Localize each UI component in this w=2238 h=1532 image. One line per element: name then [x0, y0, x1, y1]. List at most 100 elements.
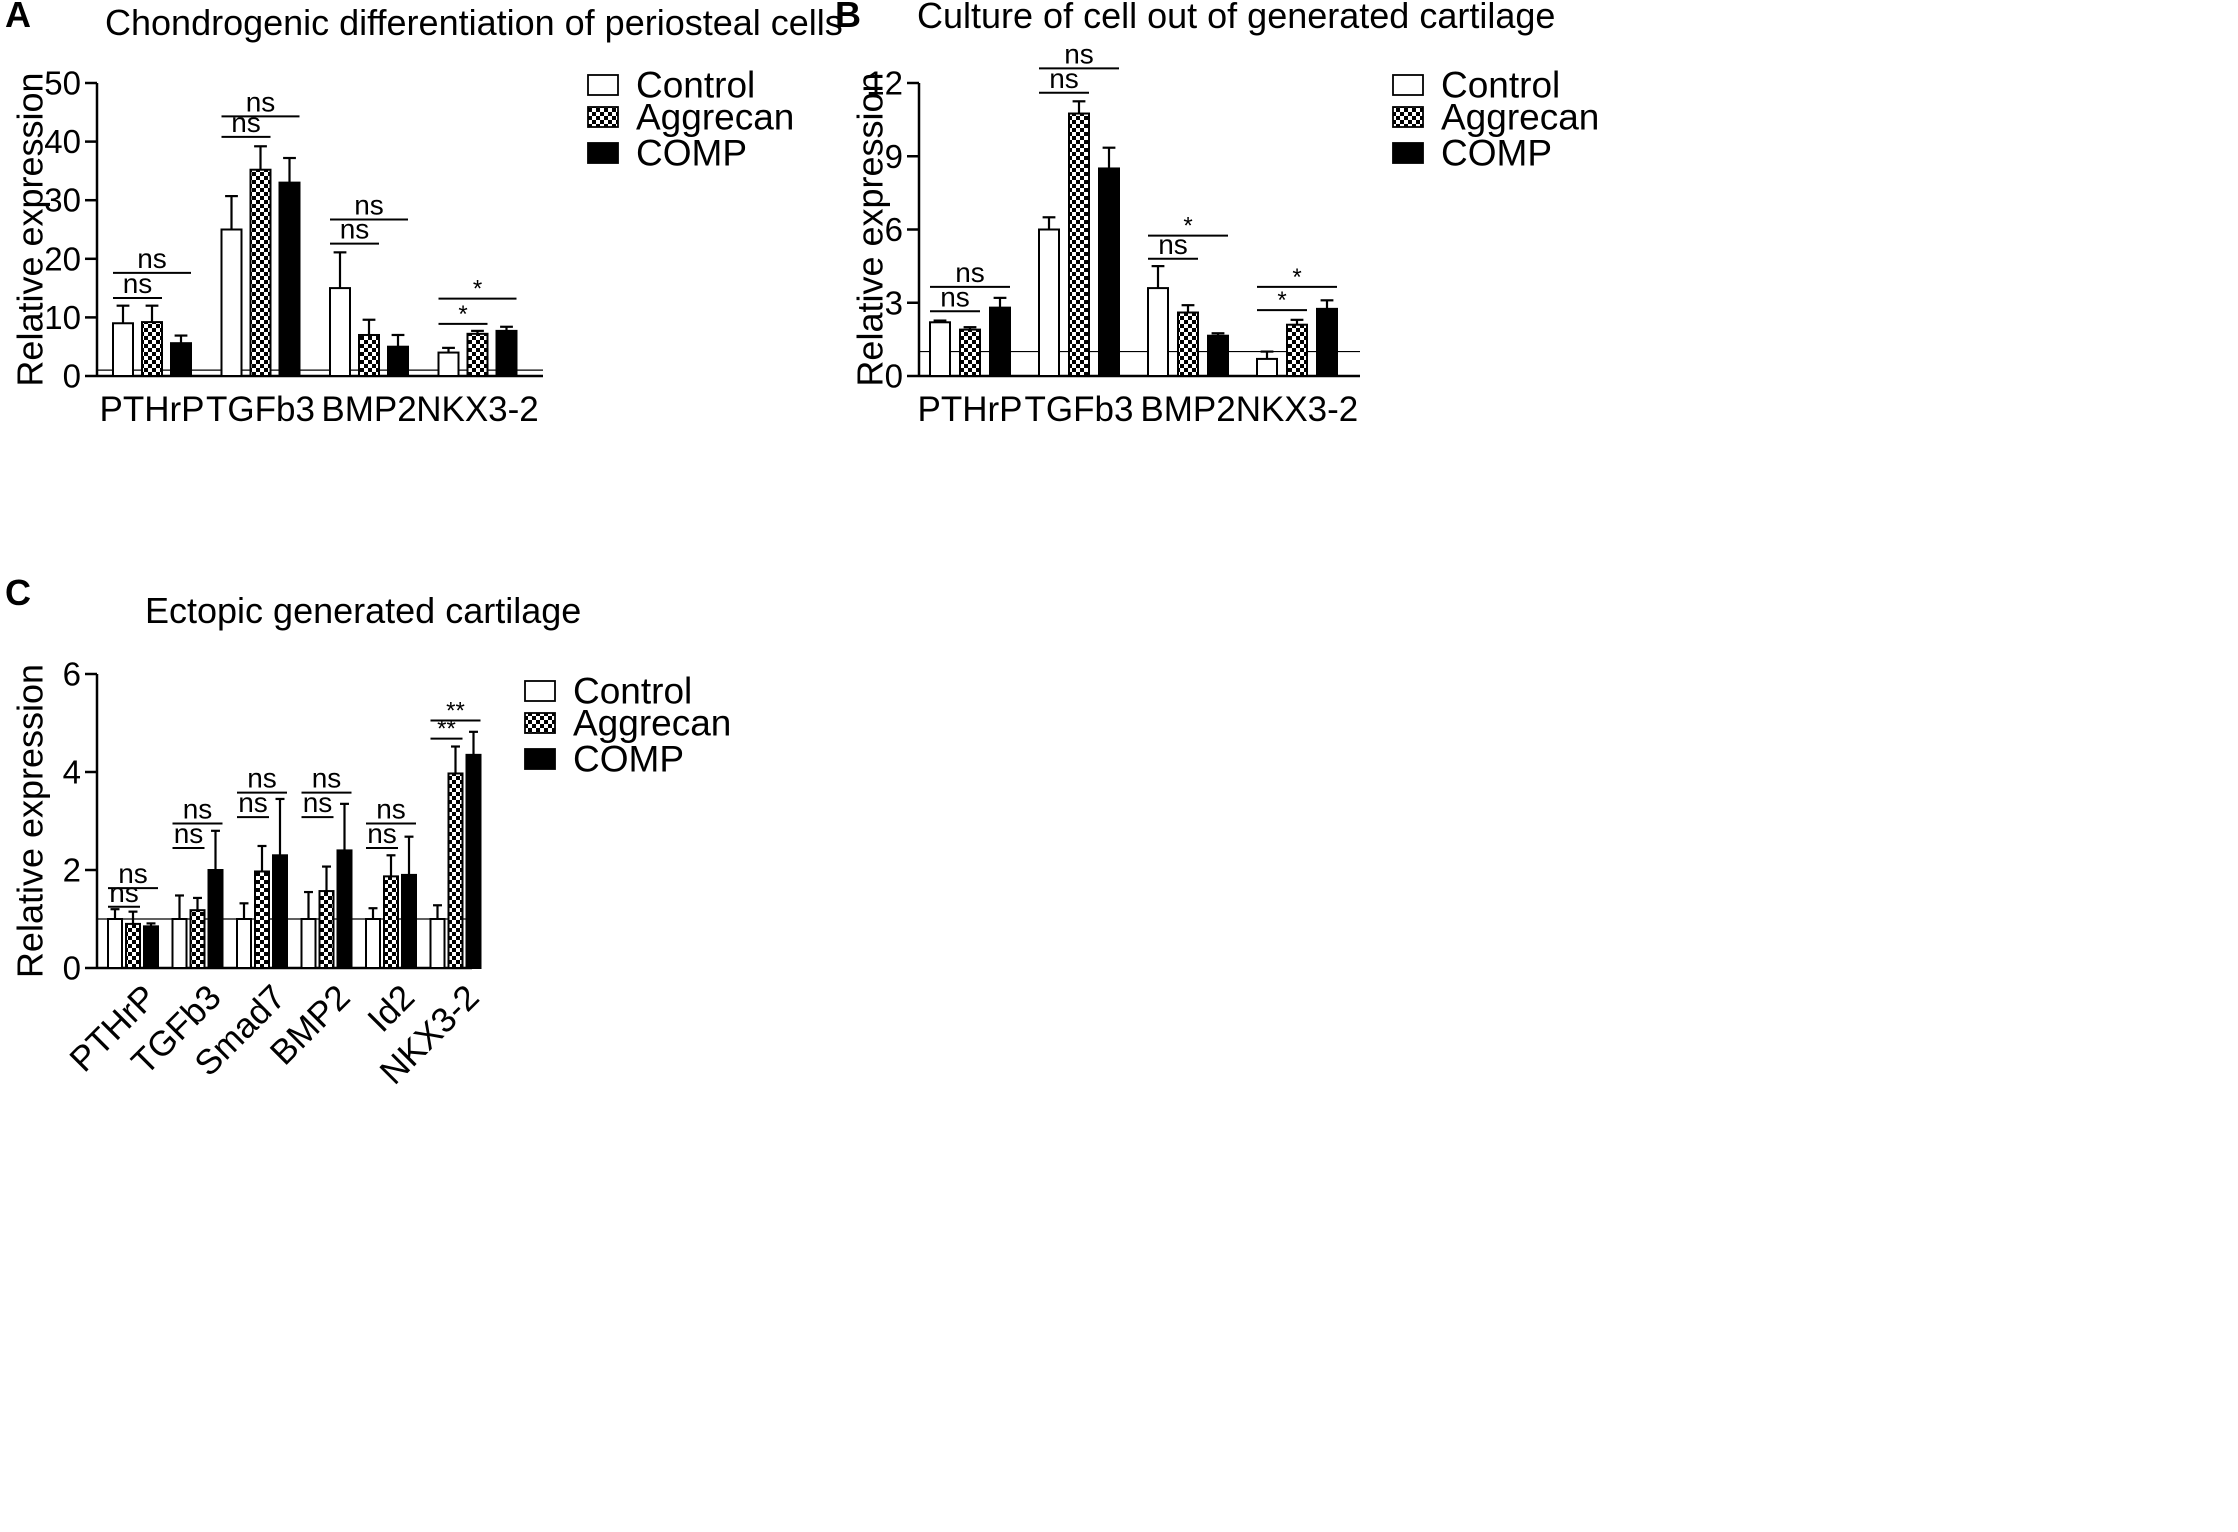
legend-swatch-comp: [524, 748, 556, 770]
panel-b: B Culture of cell out of generated cartil…: [835, 0, 1599, 429]
bar-aggrecan: [466, 332, 489, 378]
legend-label-comp: COMP: [573, 739, 684, 780]
bar-aggrecan: [141, 321, 163, 378]
x-category-label: TGFb3: [1025, 390, 1134, 429]
x-category-label: PTHrP: [100, 390, 205, 429]
bar-comp: [272, 854, 288, 969]
bar-control: [107, 918, 123, 969]
x-category-label: NKX3-2: [416, 390, 539, 429]
y-axis-label: Relative expression: [10, 664, 51, 978]
bar-control: [236, 918, 252, 969]
y-axis-label: Relative expression: [850, 72, 891, 386]
y-tick-label: 2: [63, 852, 81, 889]
significance-label: ns: [118, 858, 148, 889]
bar-aggrecan: [249, 168, 272, 377]
bar-control: [437, 351, 460, 377]
bar-aggrecan: [358, 333, 380, 378]
bar-control: [1038, 228, 1060, 377]
y-tick-label: 0: [885, 358, 903, 395]
bar-control: [300, 918, 317, 969]
legend-swatch-aggrecan: [524, 712, 556, 734]
bar-comp: [465, 753, 482, 969]
y-tick-label: 3: [885, 284, 903, 321]
significance-label: ns: [109, 877, 139, 908]
significance-label: ns: [354, 190, 384, 221]
legend-label-aggrecan: Aggrecan: [636, 97, 794, 138]
y-tick-label: 40: [44, 123, 81, 160]
legend-swatch-control: [587, 74, 619, 96]
panel-letter: A: [5, 0, 31, 35]
legend-label-aggrecan: Aggrecan: [1441, 97, 1599, 138]
bar-aggrecan: [254, 870, 270, 969]
x-category-label: PTHrP: [918, 390, 1023, 429]
significance-label: ns: [231, 107, 261, 138]
significance-label: ns: [376, 793, 406, 824]
bar-comp: [170, 342, 192, 377]
bar-aggrecan: [1177, 311, 1199, 377]
legend-label-control: Control: [1441, 65, 1560, 106]
bar-control: [929, 321, 951, 377]
y-tick-label: 9: [885, 138, 903, 175]
significance-label: ns: [183, 793, 213, 824]
bar-comp: [989, 306, 1011, 377]
panel-a: A Chondrogenic differentiation of periost…: [5, 0, 843, 429]
significance-label: *: [458, 301, 467, 328]
significance-label: ns: [1158, 229, 1188, 260]
legend-label-control: Control: [573, 671, 692, 712]
bar-control: [1147, 287, 1169, 378]
bar-control: [171, 918, 188, 969]
significance-label: ns: [1064, 38, 1094, 69]
significance-label: ns: [312, 763, 342, 794]
significance-label: ns: [137, 243, 167, 274]
bar-aggrecan: [1068, 112, 1090, 377]
bar-aggrecan: [1286, 323, 1308, 378]
x-category-label: TGFb3: [206, 390, 315, 429]
bar-control: [329, 287, 351, 378]
significance-label: *: [473, 276, 482, 303]
legend-swatch-control: [524, 680, 556, 702]
y-tick-label: 12: [866, 65, 903, 102]
panel-letter: C: [5, 572, 31, 613]
significance-label: **: [437, 716, 456, 743]
bar-aggrecan: [959, 328, 981, 378]
bar-comp: [143, 925, 159, 969]
bar-comp: [207, 869, 224, 969]
legend-label-comp: COMP: [636, 133, 747, 174]
bar-control: [1256, 357, 1278, 377]
legend-swatch-aggrecan: [587, 106, 619, 128]
bar-comp: [278, 181, 301, 377]
y-tick-label: 4: [63, 754, 81, 791]
legend-label-aggrecan: Aggrecan: [573, 703, 731, 744]
bar-comp: [495, 329, 518, 377]
legend-swatch-comp: [587, 142, 619, 164]
y-tick-label: 30: [44, 182, 81, 219]
significance-label: *: [1277, 287, 1286, 314]
significance-label: *: [1292, 264, 1301, 291]
bar-comp: [336, 849, 353, 970]
bar-control: [429, 918, 446, 969]
significance-label: **: [446, 698, 465, 725]
y-axis-label: Relative expression: [10, 72, 51, 386]
bar-comp: [1316, 307, 1338, 377]
y-tick-label: 0: [63, 950, 81, 987]
x-category-label: BMP2: [321, 390, 416, 429]
y-tick-label: 0: [63, 358, 81, 395]
y-tick-label: 6: [63, 656, 81, 693]
significance-label: *: [1183, 213, 1192, 240]
legend-label-comp: COMP: [1441, 133, 1552, 174]
chart-title: Ectopic generated cartilage: [145, 590, 581, 631]
bar-control: [112, 322, 134, 378]
legend-label-control: Control: [636, 65, 755, 106]
y-tick-label: 6: [885, 211, 903, 248]
y-tick-label: 50: [44, 65, 81, 102]
bar-aggrecan: [318, 890, 335, 970]
bar-comp: [401, 873, 417, 970]
significance-label: ns: [246, 86, 276, 117]
chart-title: Chondrogenic differentiation of perioste…: [105, 2, 843, 43]
bar-comp: [1207, 334, 1229, 377]
bar-comp: [1098, 167, 1120, 377]
panel-letter: B: [835, 0, 861, 35]
